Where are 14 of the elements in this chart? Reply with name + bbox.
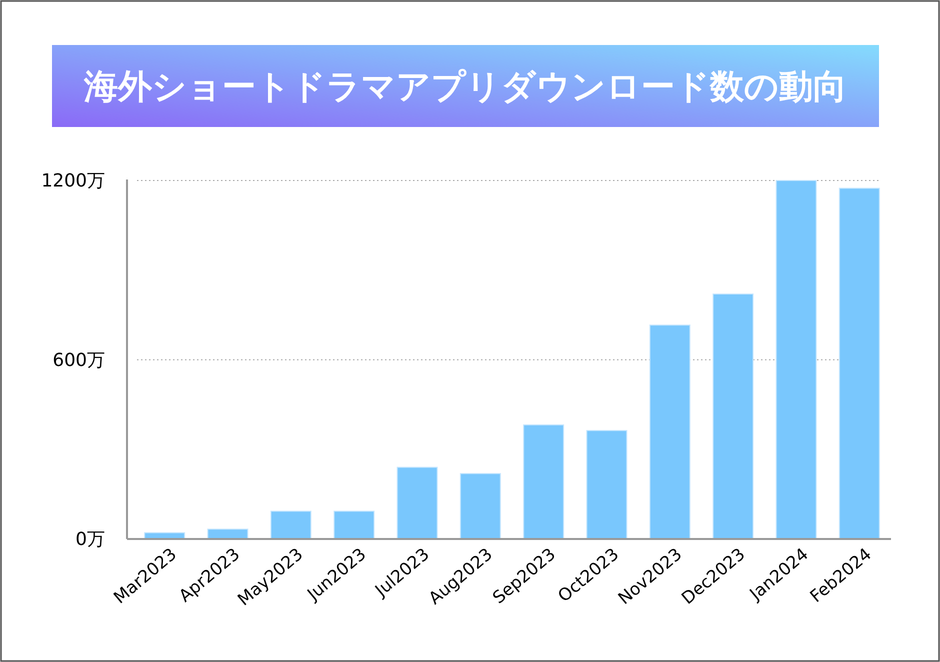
bar: [838, 188, 880, 540]
bar: [460, 473, 501, 540]
bar: [712, 294, 754, 540]
bar: [396, 466, 438, 540]
bar: [334, 510, 375, 540]
bar: [270, 510, 312, 540]
y-tick-label: 1200万: [41, 170, 105, 192]
bar: [586, 430, 628, 540]
chart-title: 海外ショートドラマアプリダウンロード数の動向: [83, 67, 847, 107]
y-tick-label: 600万: [52, 350, 105, 371]
bar: [649, 324, 690, 540]
bar: [523, 424, 564, 540]
bar: [776, 180, 817, 540]
y-tick-label: 0万: [76, 529, 105, 550]
